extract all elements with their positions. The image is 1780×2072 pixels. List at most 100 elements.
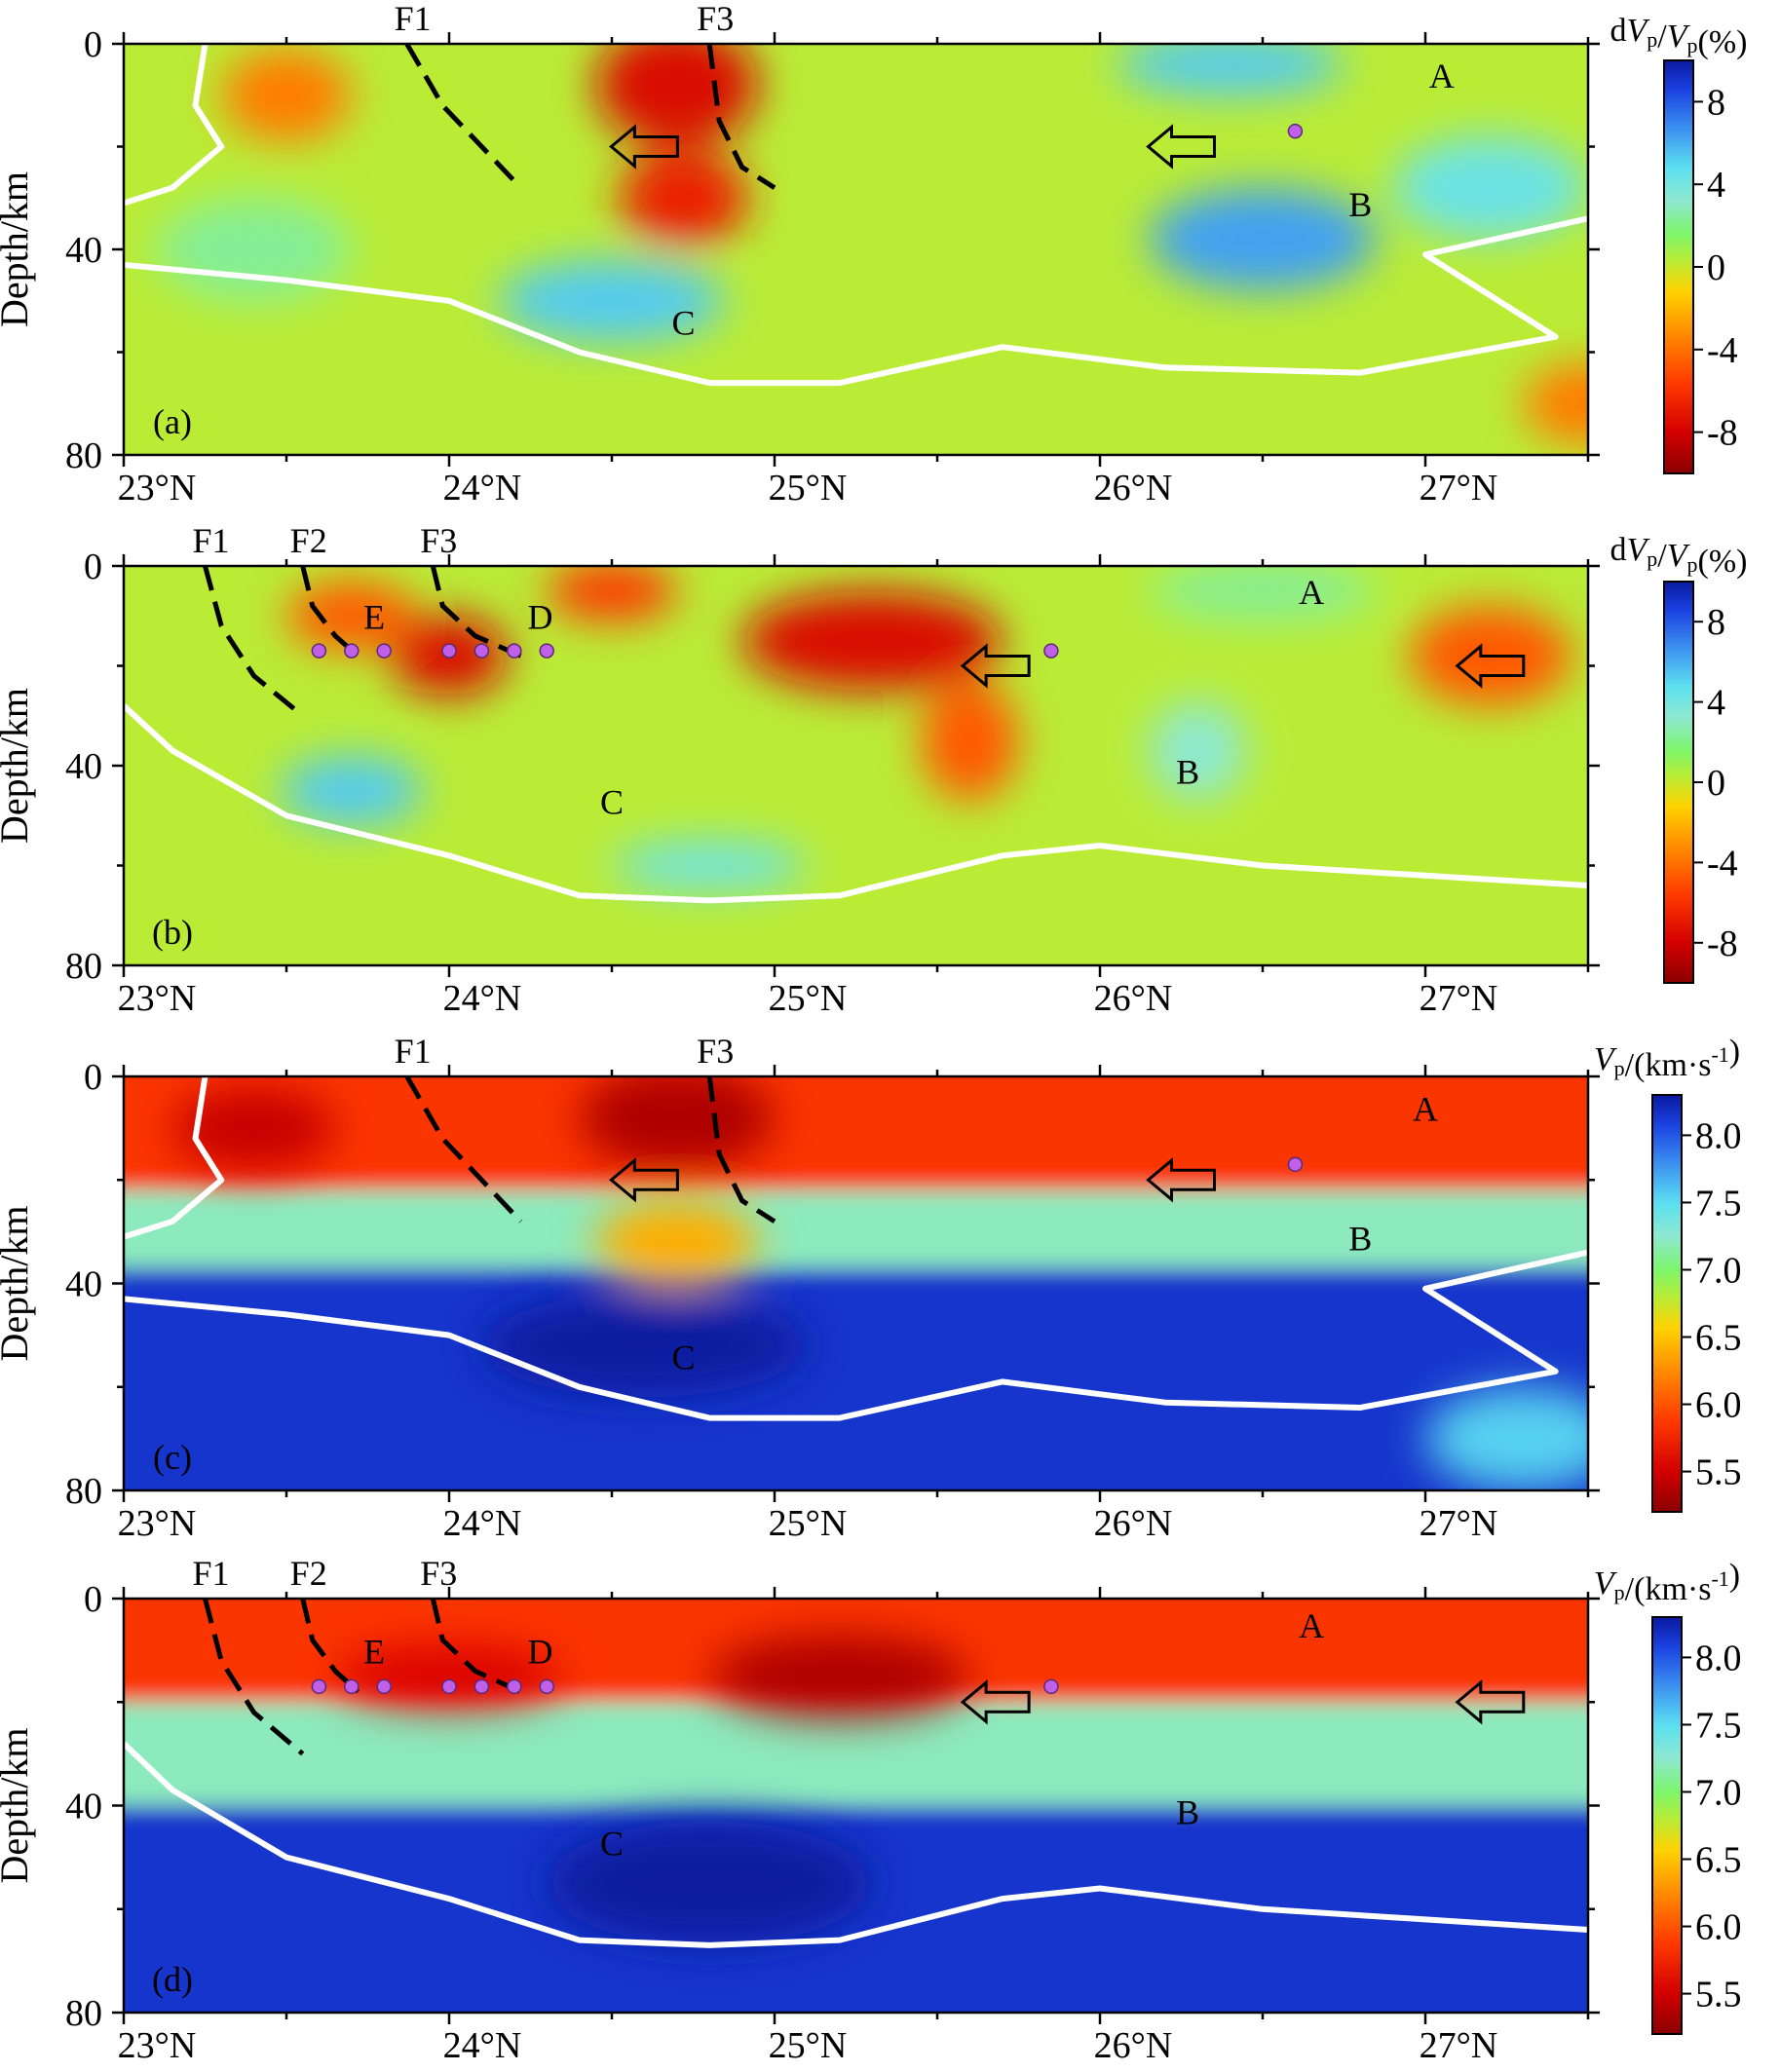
y-tick-label: 80 (65, 1993, 102, 2034)
region-label: C (600, 782, 624, 821)
x-tick-label: 27°N (1420, 468, 1498, 509)
colorbar-tick-label: 5.5 (1695, 1452, 1742, 1493)
x-tick-label: 24°N (443, 468, 522, 509)
motion-arrow (1146, 1157, 1216, 1203)
motion-arrow (609, 1157, 679, 1203)
station-dot (507, 643, 522, 659)
x-tick-label: 25°N (769, 2025, 848, 2066)
velocity-anomaly (1392, 135, 1588, 240)
x-tick-label: 26°N (1094, 468, 1173, 509)
x-tick-label: 23°N (118, 1503, 197, 1544)
y-tick-label: 40 (65, 1264, 102, 1305)
velocity-anomaly (612, 840, 808, 891)
station-dot (441, 643, 457, 659)
region-label: E (363, 1633, 385, 1672)
velocity-anomaly (618, 151, 749, 245)
lower-crust-layer (124, 1189, 1588, 1268)
motion-arrow (960, 1679, 1031, 1725)
colorbar-tick-label: 6.5 (1695, 1318, 1742, 1359)
motion-arrow (1455, 643, 1526, 689)
y-tick-label: 0 (84, 1057, 102, 1098)
y-tick-label: 80 (65, 1471, 102, 1512)
station-dot (376, 643, 392, 659)
station-dot (539, 643, 554, 659)
velocity-anomaly (595, 1200, 759, 1284)
heatmap-area: A B C (124, 1076, 1588, 1490)
station-dot (1043, 1678, 1059, 1695)
white-contour-left (124, 1076, 225, 1240)
y-tick-label: 40 (65, 1787, 102, 1827)
fault-line-f3 (706, 1076, 776, 1224)
panel-1: ABC(a)23°N 24°N 25°N 26°N 27°N04080Depth/kmF… (0, 0, 1747, 509)
white-contour-moho (124, 215, 1588, 387)
y-tick-label: 0 (84, 546, 102, 587)
colorbar-tick-label: -8 (1707, 413, 1738, 454)
x-tick-label: 23°N (118, 978, 197, 1019)
panel-label: (a) (153, 402, 192, 441)
fault-label-f1: F1 (395, 0, 432, 38)
colorbar-tick-label: 8 (1707, 82, 1725, 123)
colorbar-tick-label: 6.5 (1695, 1840, 1742, 1881)
colorbar-tick-label: 8 (1707, 602, 1725, 643)
x-tick-label: 25°N (769, 978, 848, 1019)
fault-line-f3 (430, 566, 522, 659)
panel-3: A B C (c) 23°N 24°N 25°N 26°N 27°N 0 40 80 Depth/km F… (0, 1032, 1742, 1544)
colorbar-tick-label: 7.5 (1695, 1183, 1742, 1224)
station-dot (376, 1678, 392, 1695)
station-dot (311, 643, 327, 659)
velocity-anomaly (498, 259, 726, 342)
colorbar: 8.0 7.5 7.0 6.5 6.0 5.5 Vp/(km·s-1) (1594, 1558, 1742, 2035)
fault-label-f3: F3 (697, 1032, 734, 1071)
colorbar-gradient (1663, 59, 1694, 474)
colorbar-tick-label: -4 (1707, 843, 1738, 884)
region-label: B (1176, 753, 1199, 792)
velocity-anomaly (1149, 700, 1247, 801)
fault-label-f1: F1 (192, 521, 229, 560)
station-dot (1287, 1156, 1304, 1173)
x-tick-label: 27°N (1420, 2025, 1498, 2066)
colorbar-tick-label: 4 (1707, 683, 1725, 724)
station-dot (473, 643, 490, 659)
colorbar-tick-label: 5.5 (1695, 1975, 1742, 2015)
colorbar-tick-label: 4 (1707, 165, 1725, 206)
fault-line-f1 (404, 44, 523, 190)
fault-line-f1 (203, 1599, 305, 1756)
colorbar-tick-label: -4 (1707, 330, 1738, 371)
colorbar-tick-label: 6.0 (1695, 1907, 1742, 1948)
velocity-anomaly (921, 680, 1019, 801)
fault-line-f3 (430, 1599, 522, 1694)
region-label: A (1413, 1089, 1438, 1128)
velocity-anomaly (709, 1635, 970, 1718)
velocity-anomaly (172, 1086, 336, 1170)
fault-label-f2: F2 (290, 521, 327, 560)
velocity-anomaly (335, 1644, 563, 1708)
heatmap-area: A B C (124, 44, 1588, 455)
region-label: C (671, 1337, 695, 1376)
fault-label-f3: F3 (420, 521, 457, 560)
x-tick-label: 25°N (769, 468, 848, 509)
x-tick-label: 25°N (769, 1503, 848, 1544)
station-dot (1287, 123, 1304, 139)
station-dot (344, 643, 360, 659)
velocity-anomaly (286, 581, 417, 652)
region-label: B (1176, 1792, 1199, 1831)
velocity-anomaly (741, 590, 1003, 692)
white-contour-moho (124, 1741, 1588, 1948)
panel-label: (c) (153, 1438, 192, 1477)
fault-label-f2: F2 (290, 1554, 327, 1593)
velocity-anomaly (1116, 44, 1344, 95)
x-tick-label: 24°N (443, 2025, 522, 2066)
velocity-anomaly (547, 566, 677, 622)
fault-line-f3 (706, 44, 776, 190)
white-contour-left (124, 44, 225, 207)
colorbar-title: dVp/Vp(%) (1610, 532, 1748, 580)
velocity-anomaly (1149, 187, 1377, 291)
x-tick-label: 24°N (443, 1503, 522, 1544)
x-tick-label: 26°N (1094, 978, 1173, 1019)
velocity-anomaly (595, 44, 759, 147)
colorbar-tick-label: 6.0 (1695, 1385, 1742, 1426)
x-tick-label: 26°N (1094, 2025, 1173, 2066)
upper-crust-layer (124, 1076, 1588, 1190)
